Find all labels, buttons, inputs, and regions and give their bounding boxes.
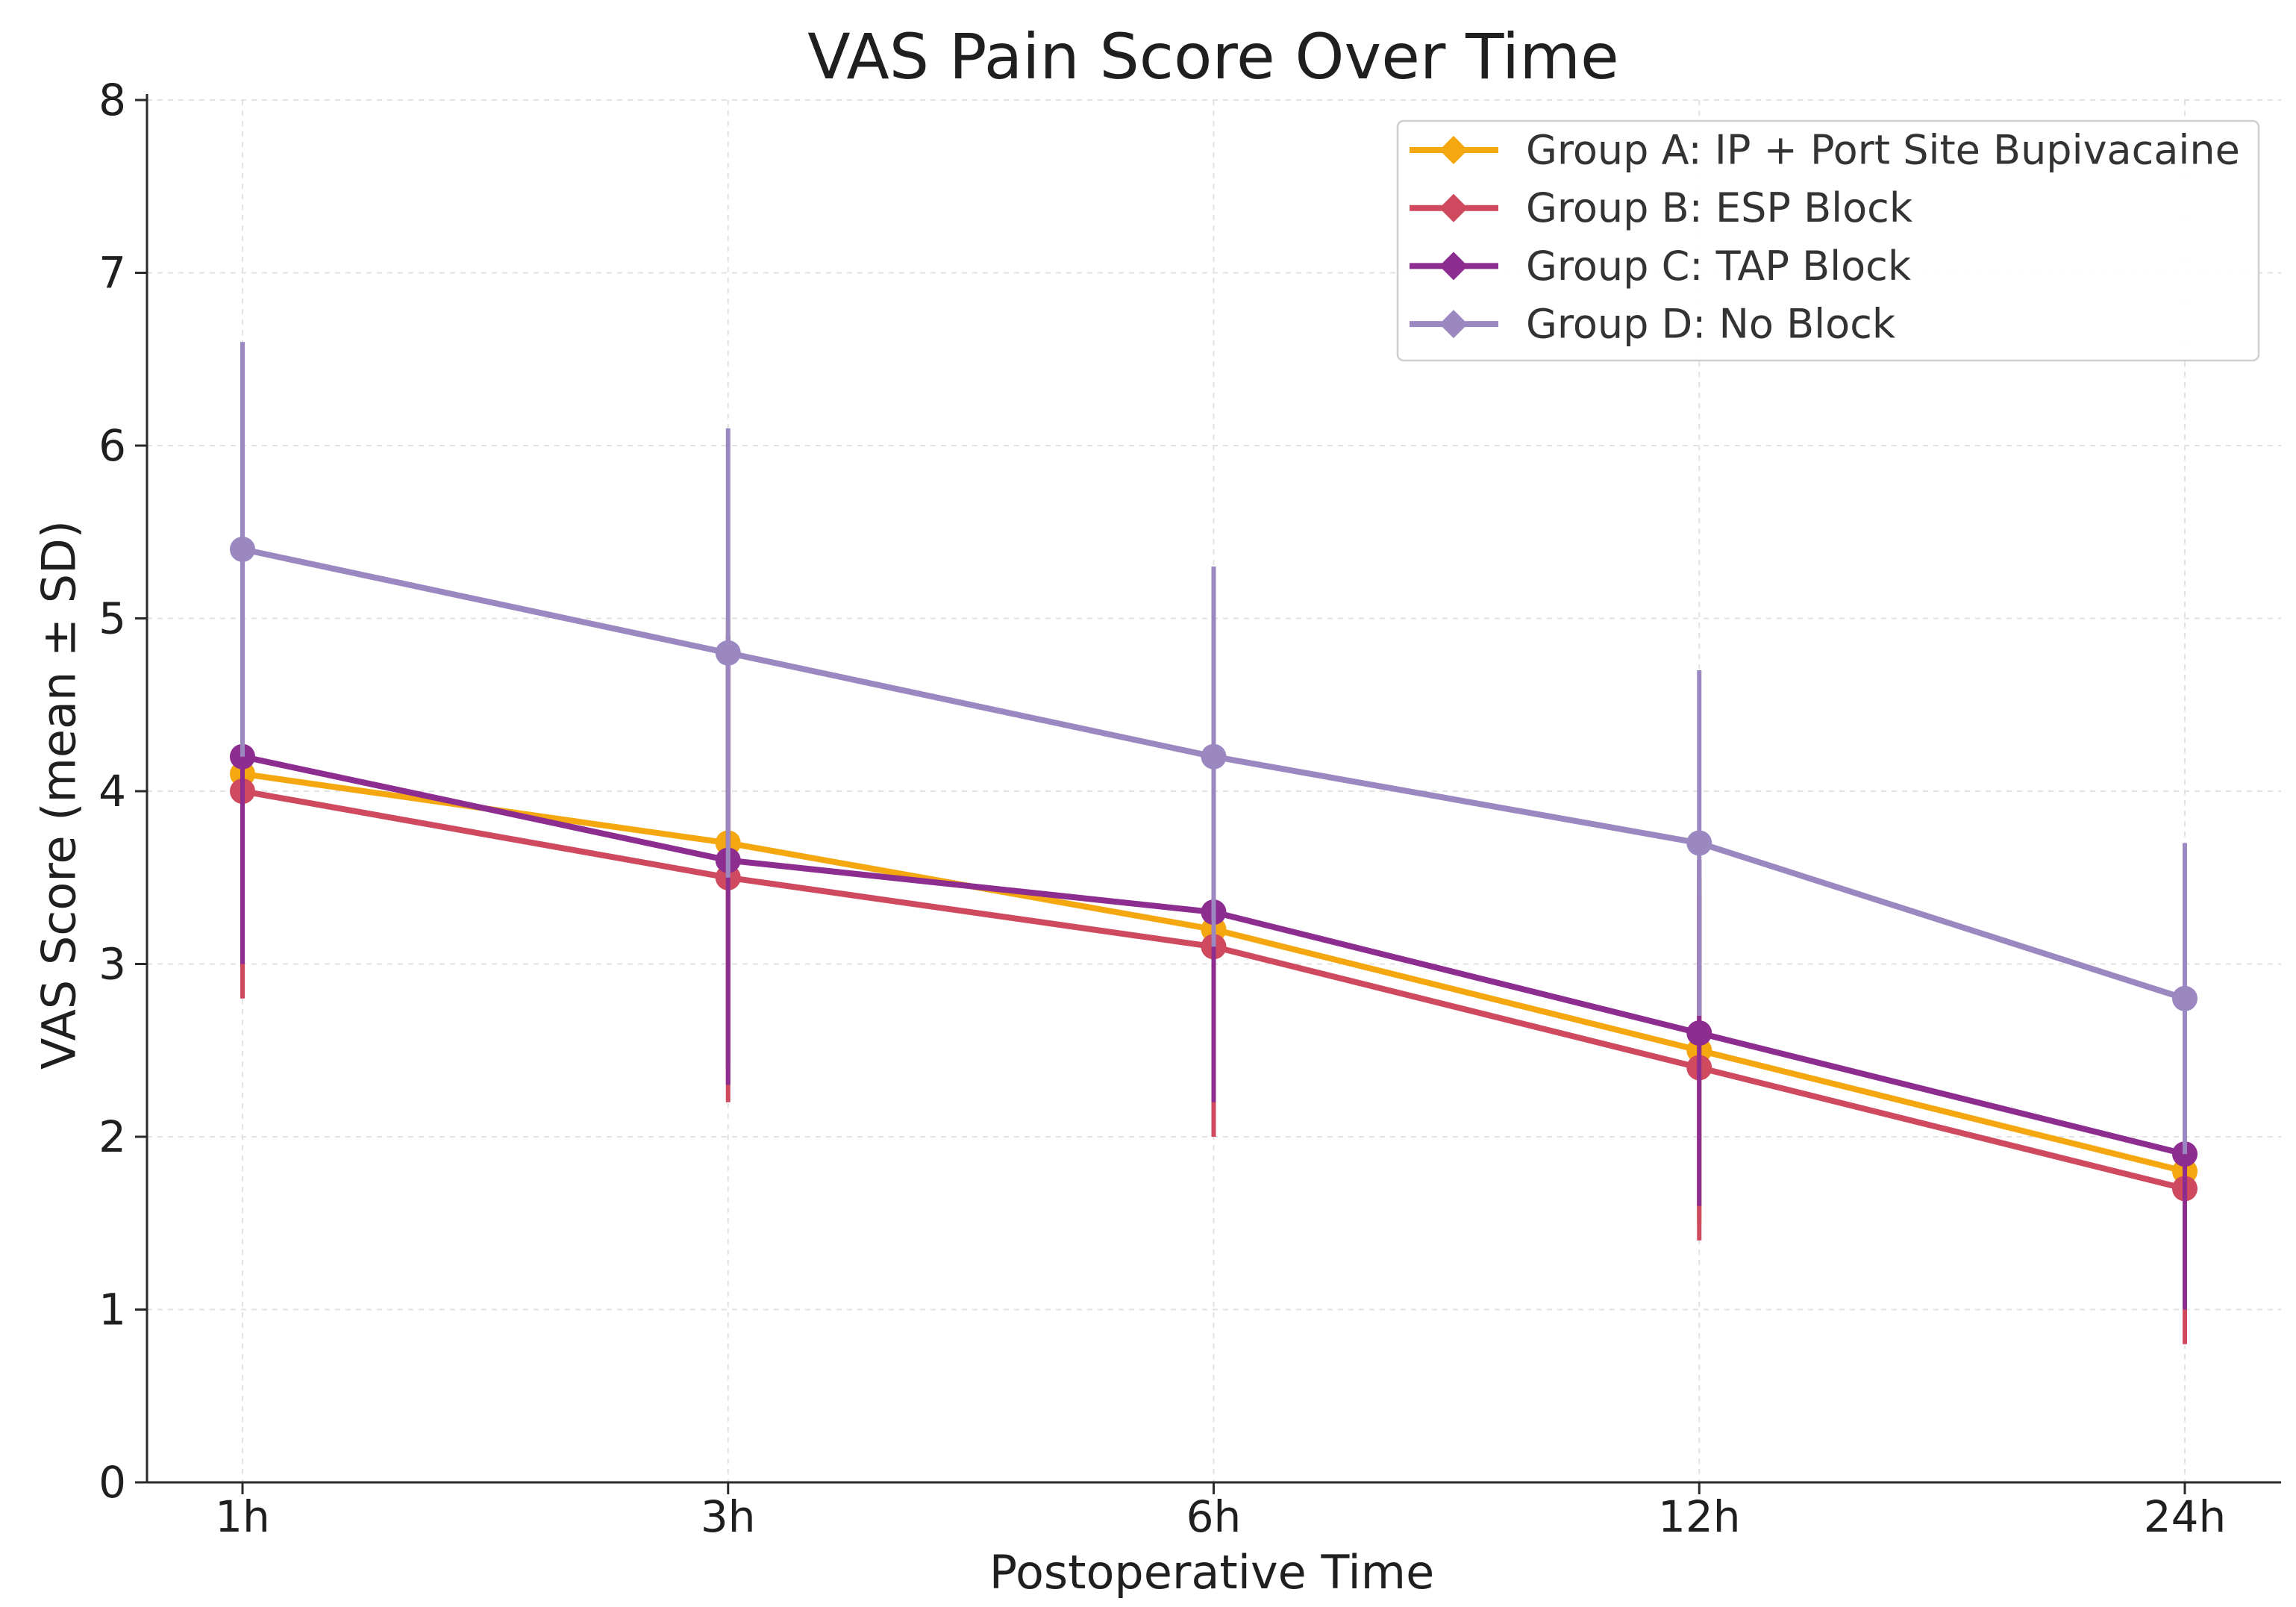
legend: Group A: IP + Port Site Bupivacaine Group… — [1396, 119, 2260, 362]
data-point — [1686, 1020, 1712, 1046]
y-axis-label: VAS Score (mean ± SD) — [32, 520, 87, 1070]
y-tick-label: 1 — [98, 1285, 126, 1335]
legend-entry: Group D: No Block — [1410, 301, 1896, 348]
plot-series — [230, 342, 2198, 1344]
series-4 — [230, 342, 2198, 1155]
axes: 0 1 2 3 4 5 6 7 8 1h 3h 6h 12h 24h — [98, 75, 2281, 1542]
legend-entry: Group A: IP + Port Site Bupivacaine — [1410, 127, 2240, 174]
data-point — [230, 536, 255, 562]
y-tick-label: 4 — [98, 766, 126, 817]
legend-label: Group D: No Block — [1526, 301, 1896, 348]
chart-title: VAS Pain Score Over Time — [807, 20, 1619, 93]
legend-marker — [1439, 193, 1468, 222]
x-tick-label: 12h — [1658, 1491, 1741, 1542]
x-tick-label: 3h — [701, 1491, 756, 1542]
legend-label: Group C: TAP Block — [1526, 243, 1912, 290]
y-tick-label: 2 — [98, 1111, 126, 1162]
x-tick-label: 1h — [215, 1491, 270, 1542]
data-point — [1686, 830, 1712, 856]
data-point — [1201, 743, 1227, 770]
legend-entry: Group C: TAP Block — [1410, 243, 1912, 290]
y-tick-label: 3 — [98, 939, 126, 990]
legend-marker — [1439, 136, 1468, 164]
x-axis-label: Postoperative Time — [989, 1545, 1434, 1600]
legend-box — [1396, 119, 2260, 362]
data-point — [715, 640, 741, 666]
y-tick-label: 5 — [98, 593, 126, 644]
x-tick-label: 24h — [2144, 1491, 2227, 1542]
y-tick-label: 0 — [98, 1457, 126, 1508]
legend-entry: Group B: ESP Block — [1410, 184, 1913, 231]
legend-marker — [1439, 310, 1468, 339]
data-point — [2172, 985, 2198, 1011]
y-tick-label: 6 — [98, 420, 126, 471]
legend-label: Group A: IP + Port Site Bupivacaine — [1526, 127, 2240, 174]
legend-label: Group B: ESP Block — [1526, 184, 1913, 231]
y-tick-label: 7 — [98, 248, 126, 299]
x-tick-label: 6h — [1186, 1491, 1242, 1542]
legend-marker — [1439, 252, 1468, 281]
y-tick-label: 8 — [98, 75, 126, 125]
